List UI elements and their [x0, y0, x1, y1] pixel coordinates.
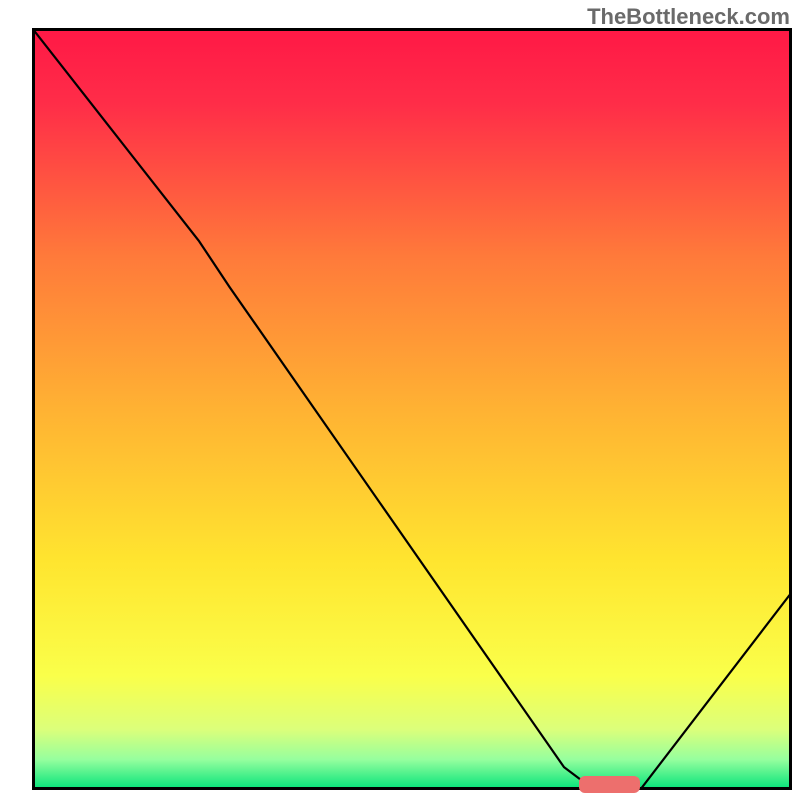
optimum-marker: [579, 776, 640, 793]
watermark-text: TheBottleneck.com: [587, 4, 790, 30]
plot-area: [32, 28, 792, 790]
plot-overlay-svg: [32, 28, 792, 790]
chart-container: TheBottleneck.com: [0, 0, 800, 800]
plot-border: [34, 30, 791, 789]
bottleneck-curve: [32, 28, 792, 790]
